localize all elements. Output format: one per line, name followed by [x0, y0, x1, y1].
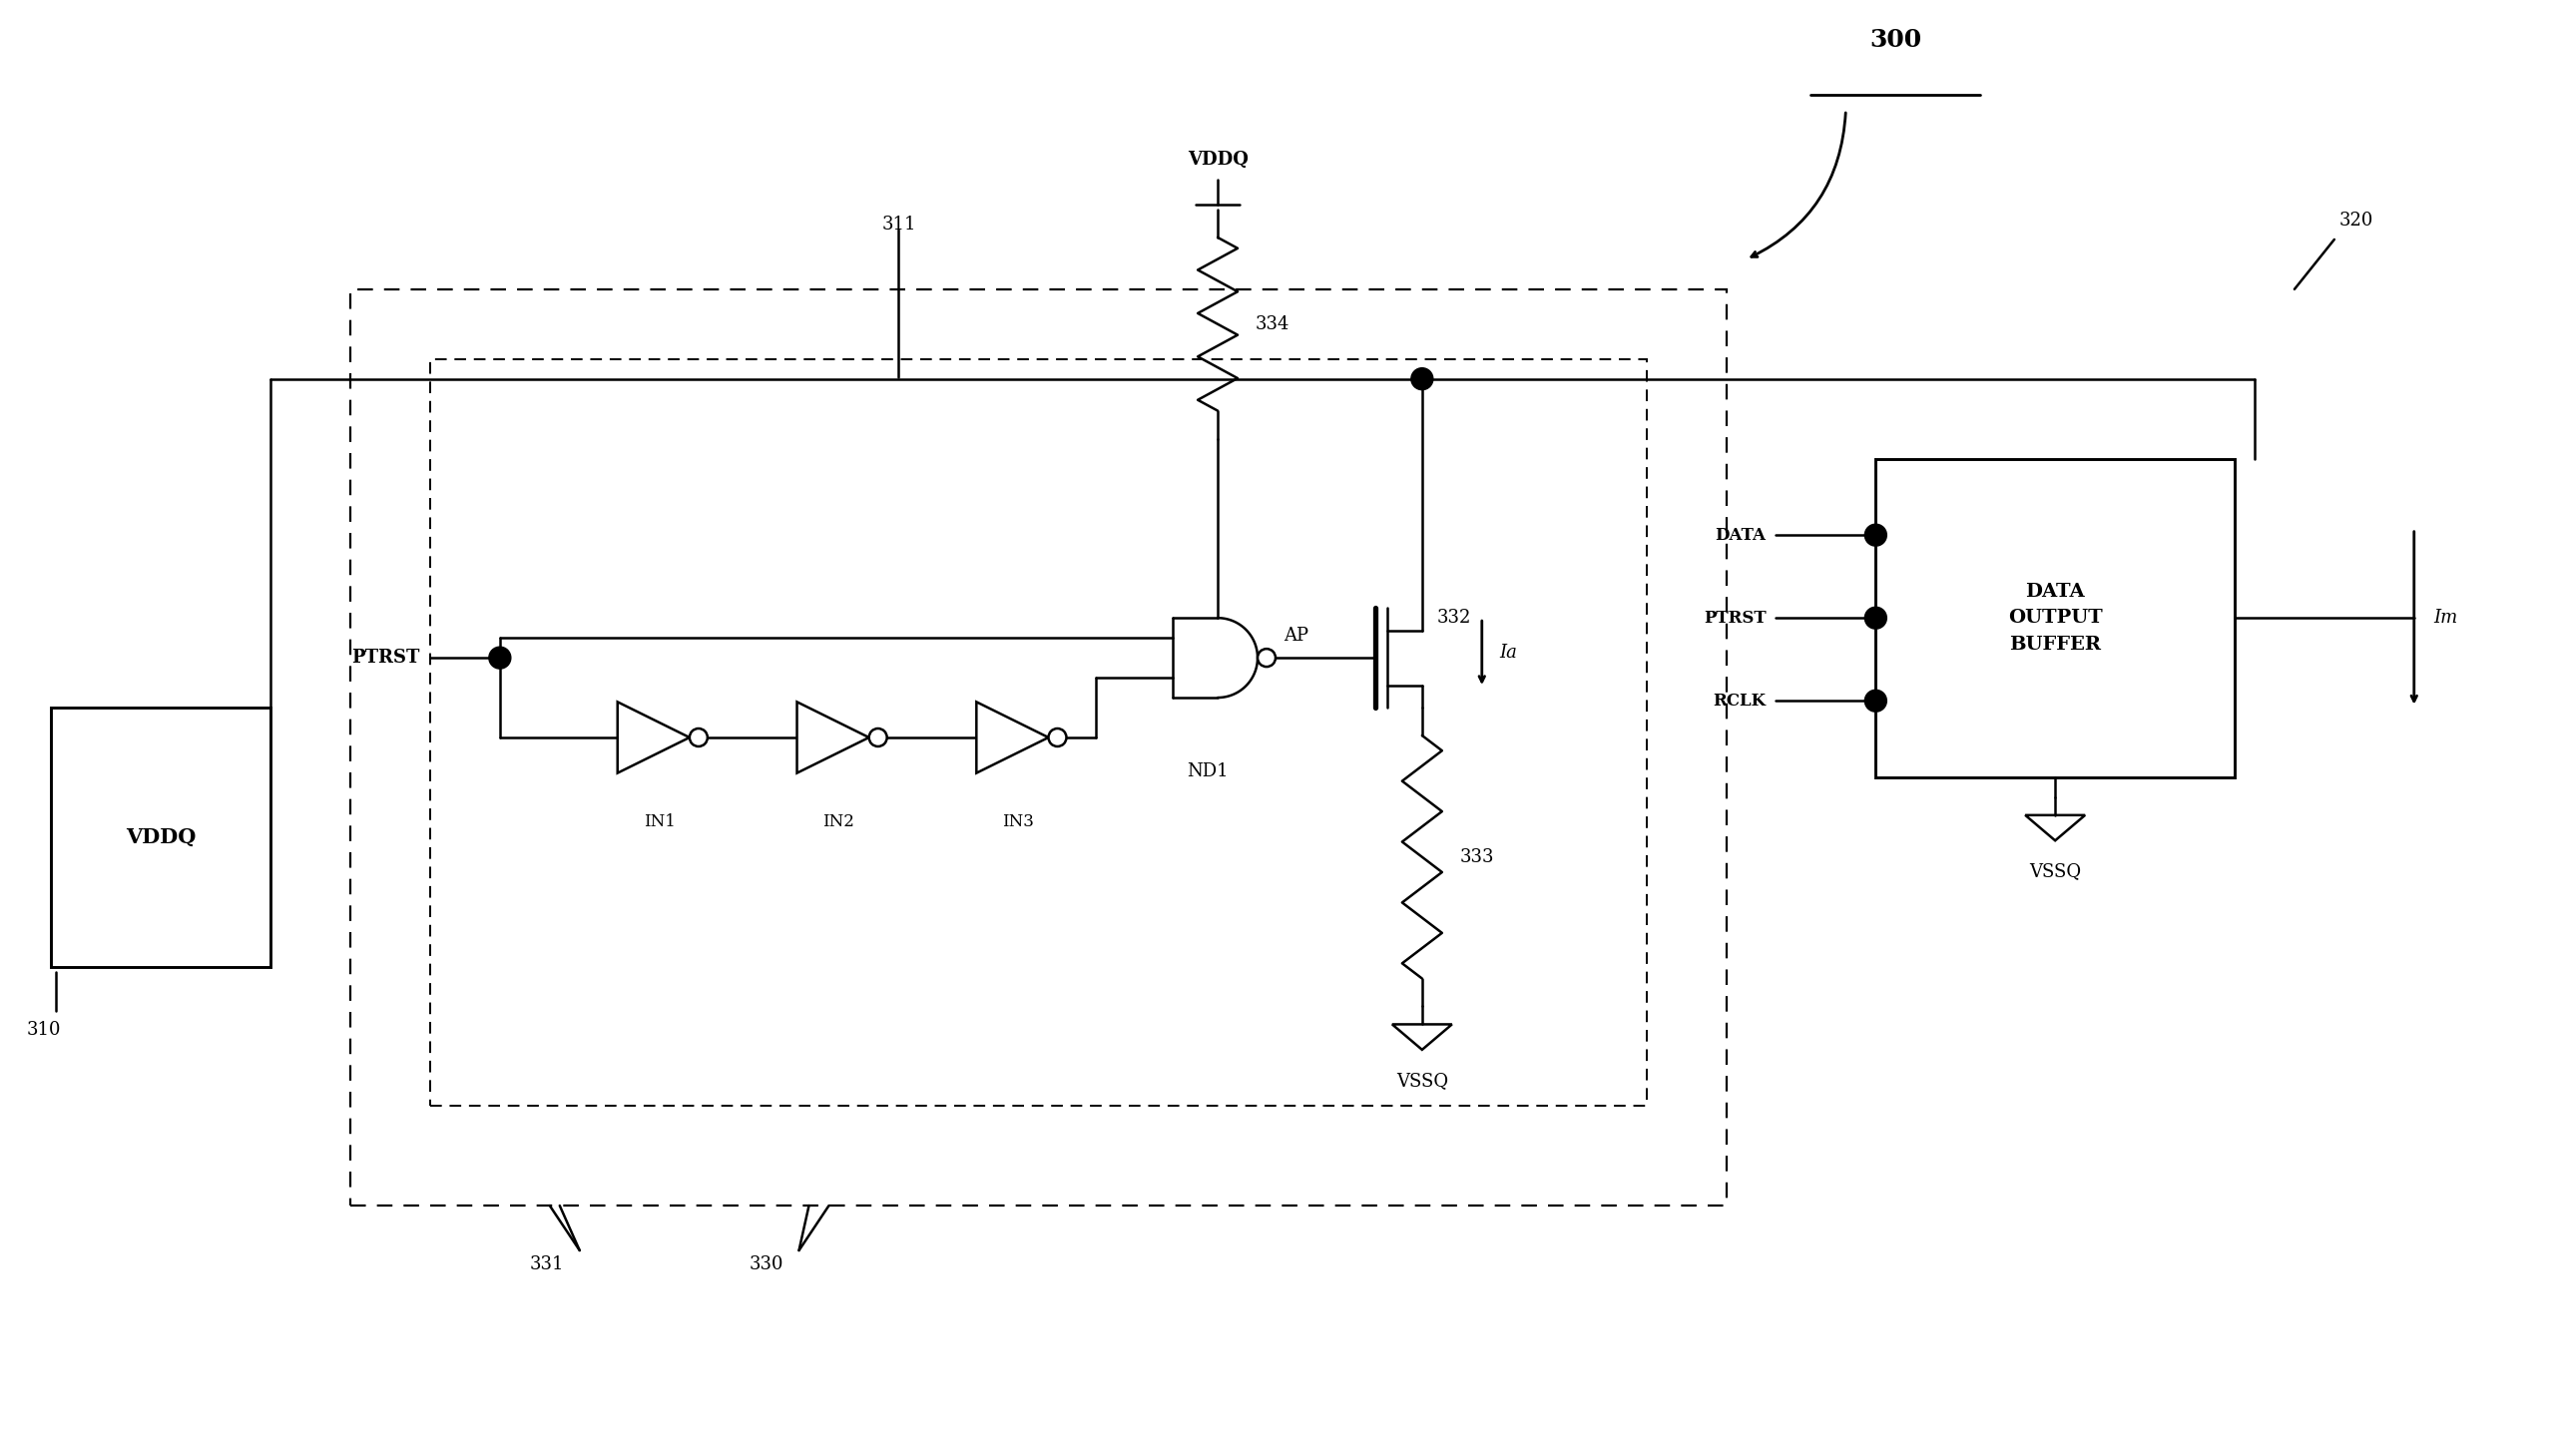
- Circle shape: [488, 646, 511, 668]
- Circle shape: [1864, 607, 1887, 629]
- Bar: [1876, 459, 2236, 778]
- Text: PTRST: PTRST: [352, 649, 421, 667]
- Text: 311: 311: [880, 215, 916, 233]
- Bar: [51, 708, 270, 967]
- Polygon shape: [975, 702, 1047, 773]
- Text: Im: Im: [2434, 609, 2459, 628]
- Text: VSSQ: VSSQ: [2028, 862, 2082, 881]
- Text: 333: 333: [1461, 847, 1494, 866]
- Text: 330: 330: [750, 1255, 783, 1274]
- Text: Ia: Ia: [1499, 644, 1517, 662]
- Text: 300: 300: [1869, 28, 1923, 52]
- Text: RCLK: RCLK: [1712, 692, 1766, 709]
- Text: DATA
OUTPUT
BUFFER: DATA OUTPUT BUFFER: [2007, 582, 2102, 654]
- Text: AP: AP: [1284, 628, 1309, 645]
- Text: IN1: IN1: [644, 814, 675, 830]
- Circle shape: [1258, 649, 1276, 667]
- Text: DATA: DATA: [1715, 527, 1766, 543]
- Circle shape: [870, 728, 888, 747]
- Circle shape: [1864, 690, 1887, 712]
- Text: 320: 320: [2339, 211, 2374, 230]
- Text: 310: 310: [26, 1021, 62, 1040]
- Circle shape: [1412, 368, 1432, 390]
- Text: 334: 334: [1255, 314, 1289, 333]
- Polygon shape: [796, 702, 870, 773]
- Circle shape: [691, 728, 708, 747]
- Bar: [349, 290, 1725, 1206]
- Text: VDDQ: VDDQ: [1189, 151, 1248, 169]
- Text: 331: 331: [529, 1255, 565, 1274]
- Bar: [431, 360, 1645, 1107]
- Text: IN2: IN2: [824, 814, 855, 830]
- Circle shape: [1047, 728, 1065, 747]
- Text: VSSQ: VSSQ: [1396, 1072, 1448, 1089]
- Text: PTRST: PTRST: [1704, 610, 1766, 626]
- Text: VDDQ: VDDQ: [126, 827, 195, 847]
- Text: 332: 332: [1438, 609, 1471, 628]
- Text: ND1: ND1: [1186, 763, 1230, 780]
- Polygon shape: [619, 702, 691, 773]
- Circle shape: [1864, 524, 1887, 546]
- Text: IN3: IN3: [1001, 814, 1035, 830]
